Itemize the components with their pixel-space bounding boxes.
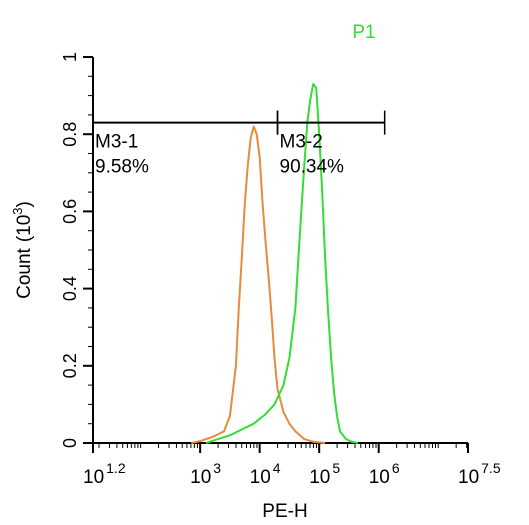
x-tick-label-sup-5: 7.5: [481, 460, 501, 476]
y-tick-label-3: 0.6: [60, 199, 80, 224]
x-tick-label-sup-3: 5: [332, 460, 340, 476]
y-tick-label-2: 0.4: [60, 276, 80, 301]
gate-percent-1: 90.34%: [280, 157, 345, 178]
y-tick-label-1: 0.2: [60, 353, 80, 378]
gate-name-1: M3-2: [280, 132, 323, 153]
y-axis-label-unit-exp: 3: [10, 207, 25, 214]
x-tick-label-sup-4: 6: [392, 460, 400, 476]
y-tick-label-0: 0: [60, 438, 80, 448]
y-axis-label-unit-base: (10: [14, 215, 35, 242]
series-line-0: [190, 125, 326, 444]
series-line-1: [205, 83, 359, 444]
y-axis-label-main: Count: [14, 247, 35, 298]
x-tick-label-sup-0: 1.2: [106, 460, 126, 476]
x-tick-label-base-2: 10: [250, 467, 271, 488]
x-tick-label-base-5: 10: [458, 467, 479, 488]
x-tick-label-base-0: 10: [83, 467, 104, 488]
x-tick-label-5: 10 7.5: [458, 460, 501, 488]
y-axis-label: Count (103): [10, 201, 35, 299]
gate-percent-0: 9.58%: [95, 157, 149, 178]
x-tick-label-1: 10 3: [190, 460, 221, 488]
x-tick-label-base-1: 10: [190, 467, 211, 488]
chart-title: P1: [352, 22, 375, 43]
x-tick-label-3: 10 5: [309, 460, 340, 488]
x-tick-label-base-4: 10: [369, 467, 390, 488]
x-axis-label: PE-H: [262, 501, 307, 522]
y-tick-label-4: 0.8: [60, 122, 80, 147]
gate-name-0: M3-1: [95, 132, 138, 153]
x-tick-label-0: 10 1.2: [83, 460, 126, 488]
x-tick-label-sup-2: 4: [273, 460, 281, 476]
x-tick-label-4: 10 6: [369, 460, 400, 488]
y-tick-label-5: 1: [60, 52, 80, 62]
x-tick-label-2: 10 4: [250, 460, 281, 488]
y-axis-label-unit-close: ): [14, 201, 35, 207]
x-tick-label-sup-1: 3: [213, 460, 221, 476]
x-tick-label-base-3: 10: [309, 467, 330, 488]
